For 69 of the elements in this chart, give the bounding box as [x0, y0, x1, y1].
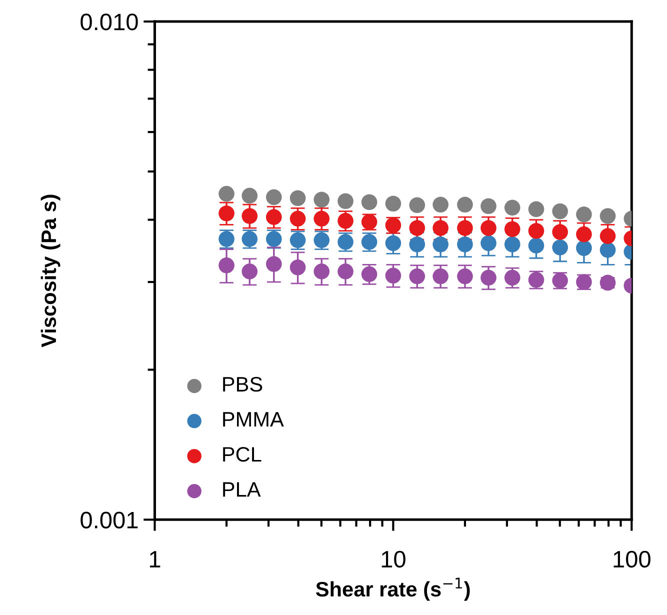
point	[314, 210, 330, 227]
point	[576, 206, 592, 222]
point	[528, 238, 544, 254]
point	[242, 264, 258, 280]
point	[552, 203, 568, 220]
point	[385, 196, 402, 212]
point	[242, 208, 258, 224]
point	[480, 270, 496, 286]
point	[480, 235, 496, 252]
point	[266, 256, 282, 272]
point	[361, 266, 378, 282]
point	[218, 205, 234, 222]
point	[409, 236, 426, 252]
x-tick-label: 10	[382, 550, 406, 568]
legend-label: PLA	[223, 482, 261, 497]
point	[385, 235, 402, 252]
point	[480, 220, 496, 236]
point	[409, 268, 426, 284]
x-axis-title: Shear rate (s$^{−1}$)	[316, 578, 470, 601]
point	[552, 224, 568, 240]
point	[432, 220, 448, 236]
point	[528, 201, 544, 218]
point	[314, 264, 330, 280]
point	[290, 259, 306, 276]
point	[290, 210, 306, 227]
y-tick-label: 0.010	[80, 14, 138, 30]
point	[266, 189, 282, 206]
point	[457, 196, 473, 213]
point	[266, 209, 282, 225]
point	[290, 190, 306, 206]
point	[338, 212, 354, 229]
point	[504, 236, 520, 252]
x-tick-label: 100	[614, 550, 650, 568]
point	[361, 194, 378, 210]
point	[242, 188, 258, 204]
point	[432, 268, 448, 284]
point	[338, 264, 354, 280]
point	[218, 257, 234, 274]
point	[409, 220, 426, 236]
legend-label: PMMA	[223, 412, 284, 427]
point	[290, 232, 306, 248]
point	[504, 200, 520, 216]
point	[409, 197, 426, 214]
y-axis-title: Viscosity (Pa s)	[40, 194, 60, 348]
point	[457, 220, 473, 236]
legend-label: PBS	[223, 376, 262, 392]
point	[218, 231, 234, 247]
point	[218, 186, 234, 202]
point	[338, 193, 354, 210]
point	[432, 236, 448, 252]
point	[314, 232, 330, 248]
point	[480, 198, 496, 214]
point	[576, 240, 592, 256]
point	[504, 270, 520, 286]
point	[600, 208, 616, 224]
point	[600, 242, 616, 258]
x-tick-label: 1	[150, 551, 160, 568]
point	[314, 192, 330, 208]
point	[432, 196, 448, 213]
point	[576, 226, 592, 242]
point	[504, 221, 520, 238]
y-tick-label: 0.001	[80, 512, 138, 528]
point	[457, 236, 473, 252]
point	[457, 268, 473, 284]
point	[600, 228, 616, 244]
legend-label: PCL	[223, 447, 262, 462]
point	[385, 268, 402, 284]
point	[528, 222, 544, 239]
point	[552, 239, 568, 256]
